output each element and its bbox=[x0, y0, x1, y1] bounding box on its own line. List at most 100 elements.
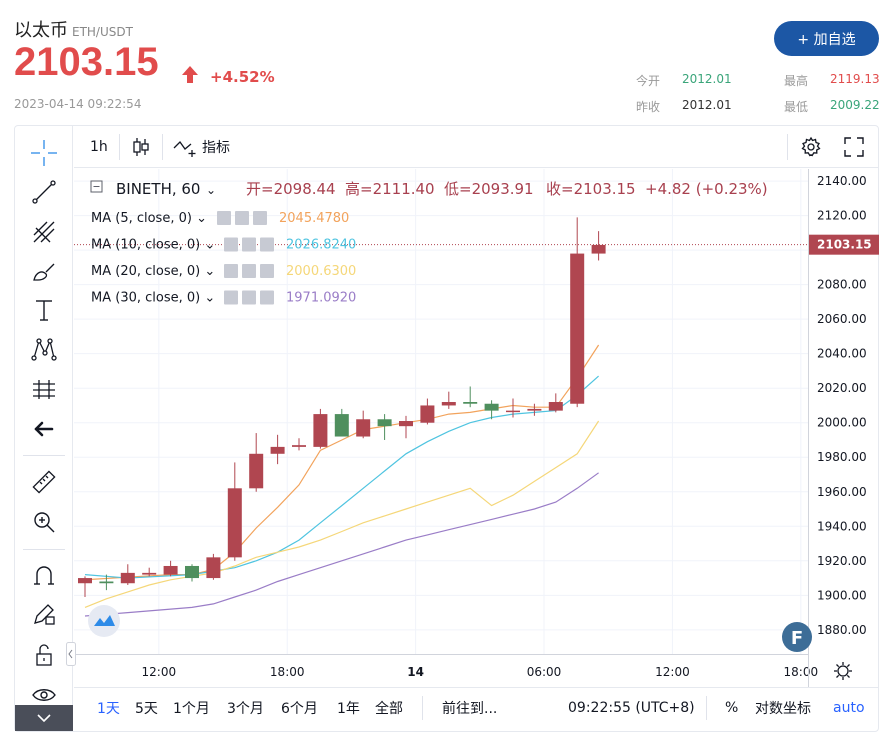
legend-interval-caret[interactable]: ⌄ bbox=[206, 183, 216, 197]
ma-close-icon[interactable] bbox=[260, 237, 274, 252]
ma-line-3 bbox=[84, 472, 599, 617]
indicators-button[interactable]: 指标 bbox=[172, 126, 230, 168]
open-label: 今开 bbox=[636, 74, 661, 88]
time-tick-label: 12:00 bbox=[655, 665, 690, 679]
percent-scale-button[interactable]: % bbox=[725, 700, 739, 716]
candle-body bbox=[334, 414, 349, 437]
price-tick-label: 2120.00 bbox=[817, 209, 867, 223]
legend-open: 开=2098.44 bbox=[246, 180, 336, 198]
ma-legend-value: 2026.8240 bbox=[286, 238, 356, 253]
ma-eye-icon[interactable] bbox=[224, 237, 238, 252]
range-5d[interactable]: 5天 bbox=[135, 701, 158, 717]
price-change-percent: +4.52% bbox=[210, 68, 275, 86]
pitchfork-icon bbox=[33, 221, 55, 243]
lock-tool[interactable] bbox=[15, 637, 73, 673]
ma-gear-icon[interactable] bbox=[242, 237, 256, 252]
ma-gear-icon[interactable] bbox=[242, 290, 256, 305]
chart-bottom-bar: 1天 5天 1个月 3个月 6个月 1年 全部 前往到... 09:22:55 … bbox=[74, 687, 879, 727]
price-tick-label: 2060.00 bbox=[817, 312, 867, 326]
text-icon bbox=[36, 300, 52, 321]
legend-collapse[interactable] bbox=[90, 180, 103, 193]
price-tick-label: 1920.00 bbox=[817, 554, 867, 568]
scale-settings-button[interactable] bbox=[834, 662, 852, 680]
range-1m[interactable]: 1个月 bbox=[173, 701, 210, 717]
ma-legend-name[interactable]: MA (30, close, 0) ⌄ bbox=[91, 291, 215, 306]
ma-gear-icon[interactable] bbox=[242, 264, 256, 278]
candle-body bbox=[591, 244, 606, 254]
brush-tool[interactable] bbox=[15, 254, 73, 290]
ma-legend-name[interactable]: MA (20, close, 0) ⌄ bbox=[91, 264, 215, 279]
side-handle-icon[interactable] bbox=[66, 642, 76, 666]
zoom-tool[interactable] bbox=[15, 504, 73, 540]
text-tool[interactable] bbox=[15, 292, 73, 328]
price-tick-label: 2000.00 bbox=[817, 416, 867, 430]
range-3m[interactable]: 3个月 bbox=[227, 701, 264, 717]
range-all[interactable]: 全部 bbox=[375, 701, 403, 717]
candle-body bbox=[506, 410, 520, 413]
ma-close-icon[interactable] bbox=[253, 211, 267, 225]
f-badge-icon[interactable]: F bbox=[782, 622, 812, 652]
log-scale-button[interactable]: 对数坐标 bbox=[755, 701, 811, 717]
tradingview-logo[interactable] bbox=[88, 605, 120, 637]
fib-tool[interactable] bbox=[15, 214, 73, 250]
chart-type-button[interactable] bbox=[131, 126, 151, 168]
legend-high: 高=2111.40 bbox=[345, 180, 435, 198]
ruler-icon bbox=[32, 470, 56, 494]
price-chart[interactable]: 1880.00 1900.00 1920.00 1940.00 1960.00 1980.… bbox=[74, 169, 879, 687]
legend-close: 收=2103.15 bbox=[546, 180, 636, 198]
lock-drawing-tool[interactable] bbox=[15, 596, 73, 632]
ma-legend-name[interactable]: MA (5, close, 0) ⌄ bbox=[91, 211, 207, 226]
range-1y[interactable]: 1年 bbox=[337, 701, 360, 717]
goto-date-button[interactable]: 前往到... bbox=[442, 701, 498, 717]
price-tick-label: 1960.00 bbox=[817, 485, 867, 499]
ma-close-icon[interactable] bbox=[260, 290, 274, 305]
measure-tool[interactable] bbox=[15, 464, 73, 500]
asset-name: 以太币 ETH/USDT bbox=[14, 16, 133, 42]
pencil-lock-icon bbox=[34, 604, 55, 625]
candle-body bbox=[484, 403, 499, 411]
add-to-watchlist-button[interactable]: + 加自选 bbox=[774, 21, 879, 56]
ma-gear-icon[interactable] bbox=[235, 211, 249, 225]
clock-timezone[interactable]: 09:22:55 (UTC+8) bbox=[568, 700, 695, 716]
ma-legend-name[interactable]: MA (10, close, 0) ⌄ bbox=[91, 238, 215, 253]
legend-low: 低=2093.91 bbox=[444, 180, 534, 198]
current-price: 2103.15 bbox=[14, 40, 159, 84]
ma-eye-icon[interactable] bbox=[224, 290, 238, 305]
price-tick-label: 2140.00 bbox=[817, 174, 867, 188]
visibility-tool[interactable] bbox=[15, 677, 73, 713]
range-6m[interactable]: 6个月 bbox=[281, 701, 318, 717]
ma-eye-icon[interactable] bbox=[224, 264, 238, 278]
ma-line-0 bbox=[84, 344, 600, 581]
ma-close-icon[interactable] bbox=[260, 264, 274, 278]
legend-change: +4.82 (+0.23%) bbox=[645, 180, 768, 198]
ma-legend-value: 1971.0920 bbox=[286, 291, 356, 306]
interval-button[interactable]: 1h bbox=[90, 139, 108, 155]
candle-body bbox=[441, 402, 456, 406]
candle-body bbox=[292, 445, 306, 447]
prediction-tool[interactable] bbox=[15, 371, 73, 407]
fullscreen-button[interactable] bbox=[843, 126, 865, 168]
candle-body bbox=[206, 557, 221, 579]
back-tool[interactable] bbox=[15, 411, 73, 447]
pattern-icon bbox=[31, 338, 57, 361]
magnet-tool[interactable] bbox=[15, 558, 73, 594]
ma-eye-icon[interactable] bbox=[217, 211, 231, 225]
pattern-tool[interactable] bbox=[15, 331, 73, 367]
candle-body bbox=[313, 414, 328, 447]
trend-line-tool[interactable] bbox=[15, 174, 73, 210]
time-tick-label: 14 bbox=[407, 665, 424, 679]
crosshair-tool[interactable] bbox=[15, 135, 73, 171]
ma-line-1 bbox=[84, 375, 599, 579]
collapse-toolbar-button[interactable] bbox=[15, 705, 73, 731]
price-tick-label: 1940.00 bbox=[817, 519, 867, 533]
price-tick-label: 2040.00 bbox=[817, 347, 867, 361]
range-1d[interactable]: 1天 bbox=[97, 701, 120, 717]
candle-body bbox=[99, 581, 114, 584]
prev-close-label: 昨收 bbox=[636, 100, 661, 114]
auto-scale-button[interactable]: auto bbox=[833, 700, 865, 716]
settings-button[interactable] bbox=[800, 126, 822, 168]
indicators-icon bbox=[173, 140, 196, 157]
arrow-left-icon bbox=[34, 421, 54, 437]
open-value: 2012.01 bbox=[682, 72, 732, 86]
low-value: 2009.22 bbox=[830, 98, 880, 112]
